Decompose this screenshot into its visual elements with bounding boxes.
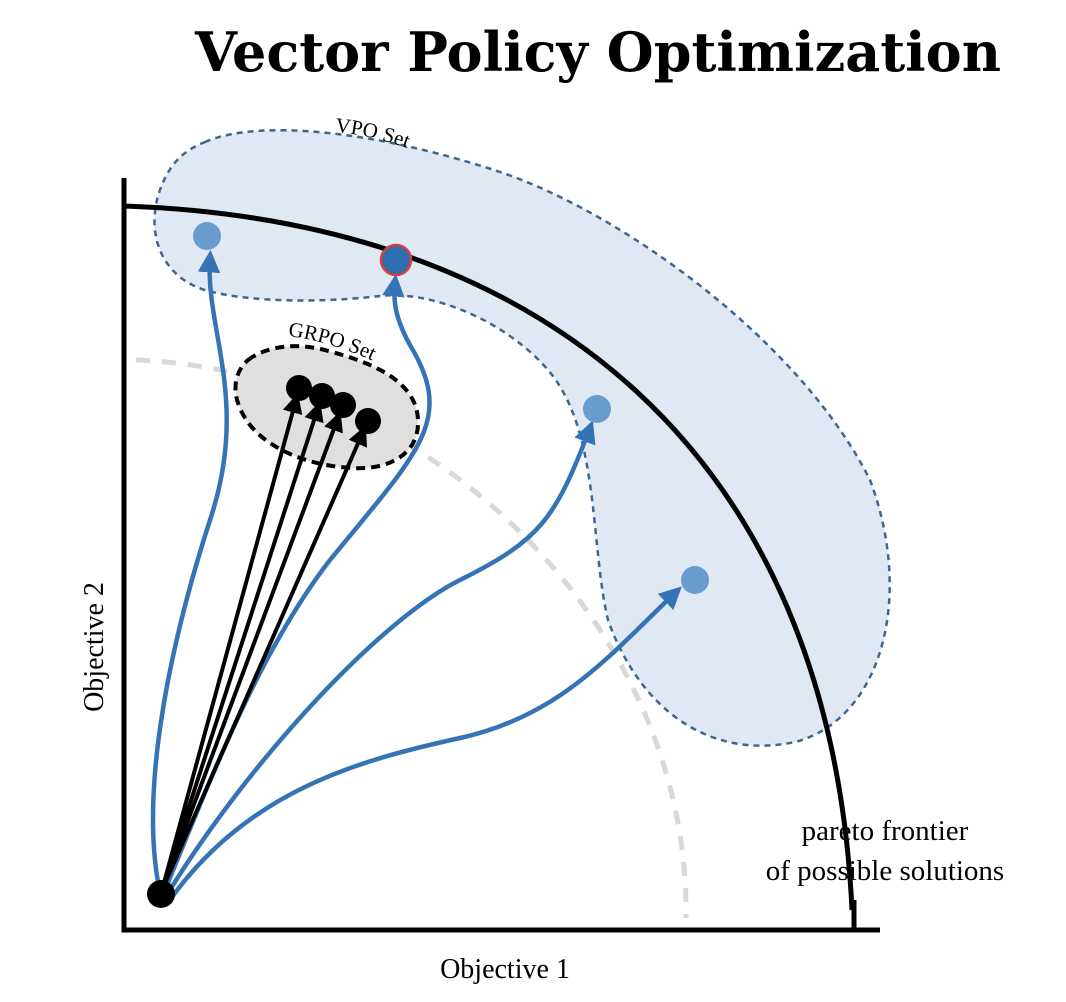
vpo-trajectories (150, 249, 682, 900)
vpo-points (193, 222, 709, 594)
inner-frontier-curve (135, 357, 689, 919)
vpo-arrow-4 (169, 586, 682, 900)
frontier-label-line2: of possible solutions (766, 855, 1004, 887)
vpo-point-3 (583, 395, 611, 423)
grpo-point-1 (286, 375, 312, 401)
vpo-point-4 (681, 566, 709, 594)
grpo-point-2 (309, 383, 335, 409)
grpo-arrow-3 (160, 411, 343, 892)
grpo-point-3 (330, 392, 356, 418)
vpo-arrow-3 (165, 420, 596, 896)
grpo-trajectories (160, 393, 368, 892)
grpo-arrow-2 (160, 401, 324, 892)
y-axis-label: Objective 2 (79, 582, 110, 712)
axes (121, 178, 880, 933)
start-point (147, 880, 175, 908)
pareto-frontier-curve (123, 203, 855, 911)
diagram-title: Vector Policy Optimization (194, 20, 1001, 84)
frontier-label-line1: pareto frontier (802, 815, 969, 847)
vpo-point-1 (193, 222, 221, 250)
grpo-points (286, 375, 381, 434)
grpo-point-4 (355, 408, 381, 434)
grpo-arrow-1 (160, 393, 303, 892)
vpo-set-region (153, 128, 891, 747)
vpo-arrow-1 (150, 249, 229, 895)
x-axis-label: Objective 1 (440, 954, 570, 985)
grpo-arrow-4 (160, 425, 368, 892)
vpo-point-highlighted (379, 243, 413, 277)
